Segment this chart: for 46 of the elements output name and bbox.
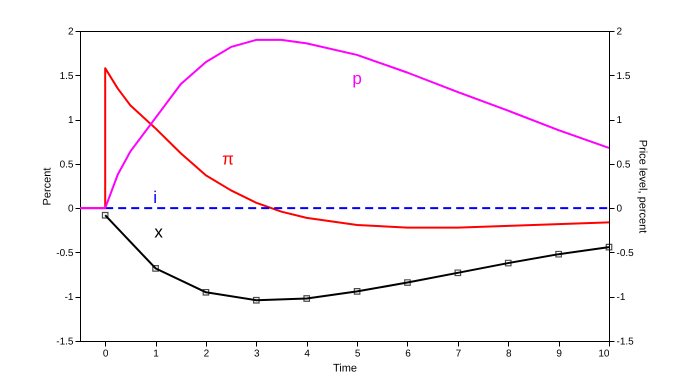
x-axis-title: Time [332,362,358,374]
x-tick-label: 8 [506,348,512,360]
x-tick-label: 1 [153,348,160,360]
x-tick-label: 6 [405,348,412,360]
y-tick-label: -1.5 [56,336,74,348]
y-tick-label: -0.5 [56,248,74,259]
y-tick-label: 0.5 [60,159,74,170]
y-tick-label: 0 [68,204,74,215]
y2-tick-label: 1 [616,115,622,126]
x-tick-label: 10 [598,348,610,360]
series-label: p [352,68,362,88]
series-label: i [153,188,158,208]
point [404,279,411,286]
point [202,288,210,296]
x-tick-label: 9 [556,348,562,360]
series-label: π [222,149,234,168]
point [504,260,512,266]
series-label: x [154,222,164,242]
x-tick-label: 4 [304,348,310,360]
y2-axis-title: Price level, percent [636,140,649,234]
point [606,244,612,250]
point [354,288,360,295]
y2-tick-label: 0.5 [616,159,631,170]
y2-tick-label: -1 [616,292,626,304]
y-tick-label: -1 [64,292,74,304]
point [102,212,109,219]
point [252,296,260,304]
point [152,265,159,272]
line-series [79,38,610,210]
point [303,295,310,302]
x-tick-label: 7 [456,348,462,360]
point [555,250,562,258]
y2-tick-label: 2 [616,26,622,38]
x-tick-label: 5 [354,348,361,360]
x-tick-label: 0 [102,348,109,360]
y-tick-label: 1.5 [60,70,74,82]
y-tick-label: 2 [68,26,74,38]
y2-tick-label: -0.5 [616,248,634,259]
x-tick-label: 3 [254,348,260,360]
point [454,269,462,276]
y2-tick-label: 1.5 [616,70,631,82]
x-tick-label: 2 [204,348,210,360]
y-tick-label: 1 [68,115,74,126]
y-axis-title: Percent [41,168,54,206]
y2-tick-label: -1.5 [616,336,634,348]
y2-tick-label: 0 [616,204,622,215]
